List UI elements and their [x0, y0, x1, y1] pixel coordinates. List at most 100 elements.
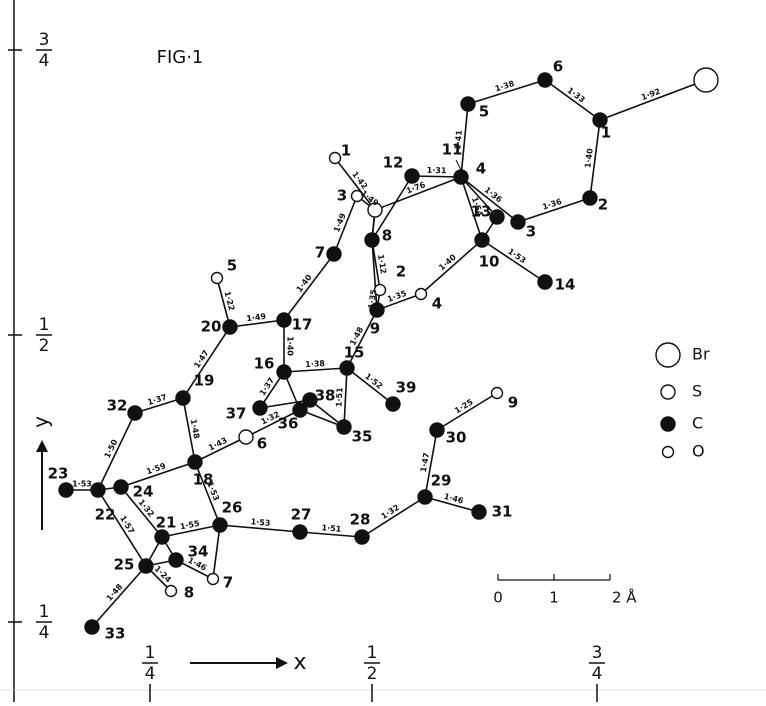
atom-label: 9 [508, 394, 518, 412]
atom [276, 312, 292, 328]
bond [216, 277, 231, 328]
bond [371, 239, 378, 311]
atom-label: 22 [95, 506, 116, 524]
atom [537, 72, 553, 88]
y-arrowhead [36, 440, 48, 452]
atom-label: 11 [442, 141, 463, 159]
atom [58, 482, 74, 498]
bond-length: 1·40 [583, 147, 594, 168]
atom [350, 189, 364, 203]
atom-label: 4 [476, 160, 486, 178]
bond [376, 293, 422, 311]
legend-label: C [692, 414, 703, 433]
bond [346, 367, 394, 405]
atom [592, 112, 608, 128]
atom-label: 21 [156, 514, 177, 532]
bond-length: 1·36 [541, 197, 563, 212]
legend-label: O [692, 442, 705, 461]
atom [326, 246, 342, 262]
atom-label: 28 [350, 511, 371, 529]
atom-label: 32 [107, 397, 128, 415]
bond-length: 1·38 [305, 359, 326, 369]
bottom-tick-label: 4 [592, 664, 603, 684]
atom-label: 2 [396, 263, 406, 281]
bond [299, 409, 345, 428]
bond [346, 309, 378, 369]
atom [367, 202, 383, 218]
atom [164, 584, 178, 598]
bond-length: 1·31 [427, 166, 447, 175]
atom [222, 319, 238, 335]
legend-symbol [655, 342, 681, 368]
bond [97, 489, 147, 567]
atom-label: 33 [105, 625, 126, 643]
bond [436, 392, 498, 431]
atom-label: 6 [553, 58, 563, 76]
bond-length: 1·51 [321, 523, 342, 534]
atom [490, 386, 504, 400]
atom-label: 17 [292, 316, 313, 334]
bond [460, 176, 498, 218]
bond [371, 239, 381, 291]
bond [194, 461, 221, 526]
bond [544, 79, 601, 121]
atom-label: 1 [341, 142, 351, 160]
atom [127, 405, 143, 421]
bond [460, 176, 483, 241]
left-tick-label: 4 [39, 51, 50, 71]
atom [460, 96, 476, 112]
bond-length: 1·37 [146, 393, 168, 407]
atom-label: 31 [492, 503, 513, 521]
bond-length: 1·59 [145, 461, 167, 476]
bond [374, 176, 462, 211]
bond [182, 397, 196, 463]
atom [582, 190, 598, 206]
bond [212, 524, 221, 580]
atom-label: 6 [257, 435, 267, 453]
atom [168, 552, 184, 568]
atom [471, 504, 487, 520]
atom-label: 4 [432, 295, 442, 313]
left-tick-label: 1 [39, 602, 50, 622]
atom-label: 13 [471, 203, 492, 221]
bond [182, 326, 231, 399]
x-axis-label: x [293, 650, 306, 675]
bond [194, 436, 247, 463]
y-axis-label: y [29, 416, 53, 428]
atom [212, 517, 228, 533]
bond [467, 79, 546, 105]
scale-label: 0 [493, 589, 503, 607]
bond-length: 1·51 [335, 387, 345, 408]
atom [210, 271, 224, 285]
atom [354, 529, 370, 545]
bond-length: 1·38 [494, 79, 516, 94]
atom-label: 23 [48, 465, 69, 483]
atom-label: 20 [201, 318, 222, 336]
bond-length: 1·53 [250, 517, 270, 528]
bond-length: 1·49 [332, 212, 348, 234]
bond-length: 1·55 [179, 519, 201, 532]
bond-length: 1·47 [419, 452, 431, 473]
left-tick-label: 1 [39, 315, 50, 335]
bond [361, 496, 426, 538]
atom-label: 39 [396, 379, 417, 397]
scale-bar [497, 574, 611, 581]
figure-title: FIG·1 [157, 47, 204, 68]
atom [206, 572, 220, 586]
atom-label: 2 [598, 196, 608, 214]
atom-label: 5 [479, 103, 489, 121]
atom [414, 287, 428, 301]
bond [229, 319, 285, 328]
bond [424, 496, 480, 513]
bond-length: 1·49 [246, 312, 267, 324]
bond [283, 367, 348, 373]
atom [336, 419, 352, 435]
bond [334, 157, 376, 211]
bond-length: 1·48 [189, 418, 202, 439]
atom-label: 8 [184, 584, 194, 602]
atom [510, 214, 526, 230]
atom [453, 169, 469, 185]
atom [84, 619, 100, 635]
atom [328, 151, 342, 165]
